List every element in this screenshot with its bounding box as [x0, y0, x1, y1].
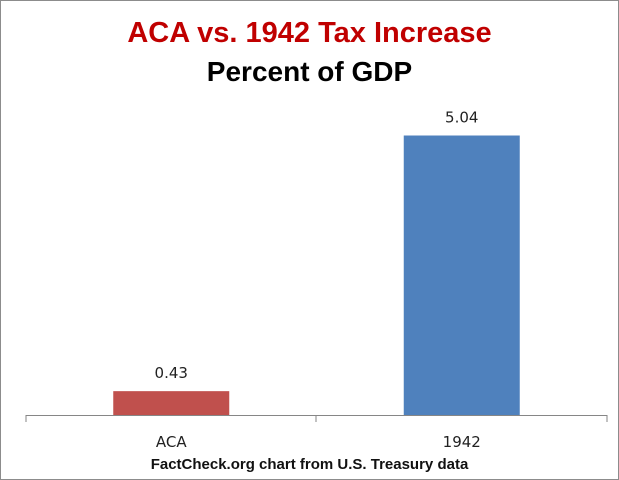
source-note: FactCheck.org chart from U.S. Treasury d…: [150, 456, 469, 473]
x-tick-label: ACA: [156, 433, 187, 451]
chart-subtitle: Percent of GDP: [206, 56, 413, 87]
bar-1942: [403, 135, 520, 415]
x-tick-label: 1942: [443, 433, 481, 451]
bar-ACA: [113, 391, 230, 415]
data-label: 0.43: [155, 364, 188, 382]
data-label: 5.04: [445, 109, 478, 127]
chart-title: ACA vs. 1942 Tax Increase: [127, 17, 492, 49]
